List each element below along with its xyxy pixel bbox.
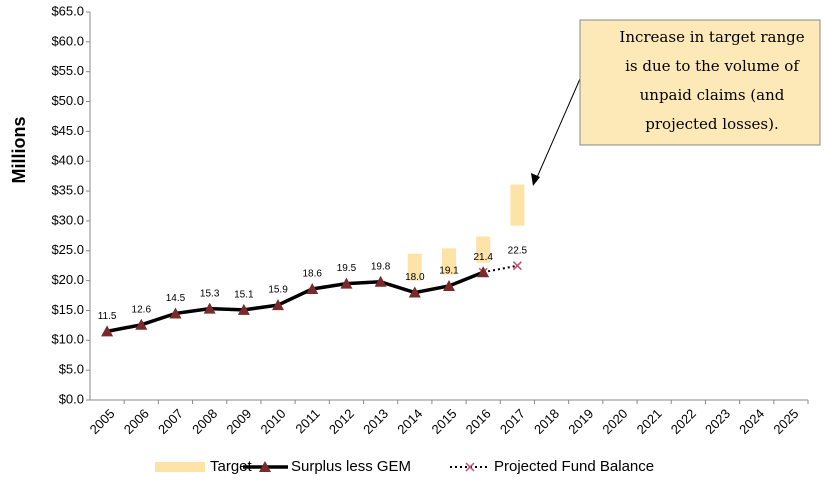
target-bar bbox=[510, 184, 525, 226]
annotation-text: projected losses). bbox=[645, 115, 778, 133]
series-line bbox=[483, 264, 518, 274]
legend-marker bbox=[259, 461, 271, 472]
data-label: 15.9 bbox=[268, 285, 288, 296]
y-tick-label: $45.0 bbox=[51, 123, 84, 138]
legend-marker bbox=[465, 462, 475, 472]
marker bbox=[477, 266, 490, 278]
data-label: 12.6 bbox=[132, 304, 152, 315]
y-tick-label: $55.0 bbox=[51, 63, 84, 78]
marker bbox=[169, 307, 182, 319]
x-tick-label: 2017 bbox=[497, 406, 528, 437]
y-tick-label: $50.0 bbox=[51, 93, 84, 108]
marker bbox=[340, 277, 353, 289]
y-tick-label: $10.0 bbox=[51, 332, 84, 347]
x-tick-label: 2013 bbox=[360, 406, 391, 437]
y-tick-label: $25.0 bbox=[51, 242, 84, 257]
legend-label: Target bbox=[210, 458, 253, 475]
arrow-line bbox=[534, 71, 584, 183]
marker bbox=[135, 318, 148, 330]
data-label: 15.1 bbox=[234, 290, 254, 301]
y-tick-label: $65.0 bbox=[51, 3, 84, 18]
x-tick-label: 2006 bbox=[121, 406, 152, 437]
annotation-text: unpaid claims (and bbox=[640, 86, 785, 104]
data-label: 19.5 bbox=[337, 263, 357, 274]
target-bar bbox=[476, 236, 491, 263]
x-tick-label: 2010 bbox=[258, 406, 289, 437]
marker bbox=[272, 299, 285, 311]
y-tick-label: $5.0 bbox=[59, 362, 84, 377]
y-axis-label: Millions bbox=[9, 117, 29, 184]
arrow-head bbox=[531, 173, 540, 186]
x-tick-label: 2024 bbox=[736, 406, 767, 437]
x-tick-label: 2022 bbox=[668, 406, 699, 437]
legend-swatch bbox=[155, 462, 205, 472]
series-line bbox=[106, 270, 484, 334]
marker bbox=[237, 303, 250, 315]
marker bbox=[512, 261, 522, 271]
x-tick-label: 2007 bbox=[155, 406, 186, 437]
y-tick-label: $35.0 bbox=[51, 183, 84, 198]
y-tick-label: $60.0 bbox=[51, 33, 84, 48]
data-label: 18.0 bbox=[405, 272, 425, 283]
marker bbox=[443, 279, 455, 291]
x-tick-label: 2012 bbox=[326, 406, 357, 437]
x-tick-label: 2011 bbox=[292, 406, 322, 436]
x-tick-label: 2015 bbox=[428, 406, 459, 437]
data-label: 22.5 bbox=[508, 245, 528, 256]
target-bar bbox=[442, 248, 456, 275]
legend-label: Surplus less GEM bbox=[291, 458, 411, 475]
data-label: 19.8 bbox=[371, 261, 391, 272]
data-label: 21.4 bbox=[473, 252, 493, 263]
annotation-box bbox=[579, 19, 821, 146]
marker bbox=[306, 282, 319, 294]
data-label: 19.1 bbox=[439, 266, 459, 277]
x-tick-label: 2014 bbox=[394, 406, 425, 437]
marker bbox=[374, 275, 387, 287]
y-tick-label: $40.0 bbox=[51, 153, 84, 168]
marker bbox=[101, 325, 114, 337]
x-tick-label: 2018 bbox=[531, 406, 562, 437]
data-label: 15.3 bbox=[200, 288, 220, 299]
data-label: 14.5 bbox=[166, 293, 186, 304]
target-bar bbox=[407, 253, 422, 281]
y-tick-label: $20.0 bbox=[51, 272, 84, 287]
x-tick-label: 2019 bbox=[565, 406, 596, 437]
annotation-text: Increase in target range bbox=[619, 28, 804, 46]
x-tick-label: 2009 bbox=[223, 406, 254, 437]
x-tick-label: 2021 bbox=[634, 406, 665, 437]
marker bbox=[408, 286, 421, 298]
data-label: 18.6 bbox=[303, 269, 323, 280]
legend-label: Projected Fund Balance bbox=[494, 458, 654, 475]
x-tick-label: 2008 bbox=[189, 406, 220, 437]
data-label: 11.5 bbox=[98, 311, 117, 322]
x-tick-label: 2005 bbox=[87, 406, 118, 437]
x-tick-label: 2023 bbox=[702, 406, 733, 437]
marker bbox=[203, 302, 216, 314]
y-tick-label: $30.0 bbox=[51, 212, 84, 227]
y-tick-label: $15.0 bbox=[51, 302, 84, 317]
x-tick-label: 2020 bbox=[599, 406, 630, 437]
x-tick-label: 2016 bbox=[463, 406, 494, 437]
annotation-text: is due to the volume of bbox=[625, 57, 800, 75]
y-tick-label: $0.0 bbox=[59, 391, 84, 406]
x-tick-label: 2025 bbox=[770, 406, 801, 437]
